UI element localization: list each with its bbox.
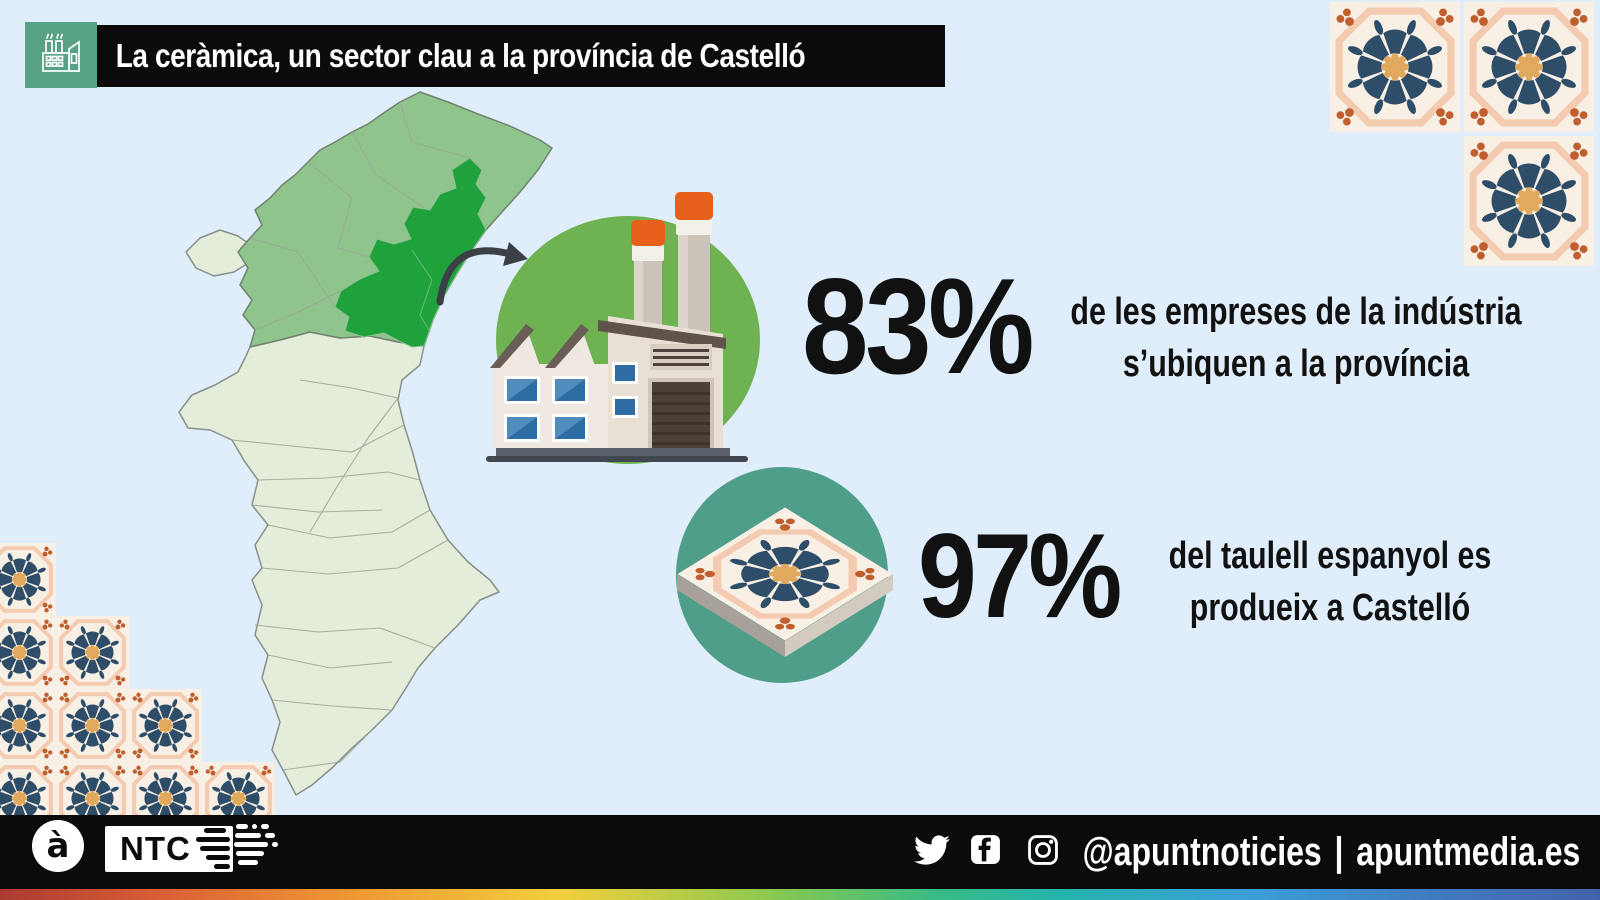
decorative-tile (0, 616, 56, 689)
social-handle: @apuntnoticies (1082, 830, 1322, 874)
decorative-tile (1330, 2, 1460, 132)
stat-83-line1: de les empreses de la indústria (1070, 291, 1522, 333)
factory-windows (504, 362, 638, 442)
stat-97-line2: produeix a Castelló (1189, 587, 1471, 630)
factory-building (486, 316, 748, 462)
website-link: apuntmedia.es (1355, 830, 1580, 874)
decorative-tile (56, 689, 129, 762)
map-comarca-borders (231, 101, 471, 771)
footer-text: @apuntnoticies | apuntmedia.es (1082, 830, 1580, 875)
apunt-logo: à (32, 820, 84, 872)
decorative-tile (1464, 2, 1594, 132)
map-region-highlight (334, 157, 487, 348)
factory-icon (42, 33, 80, 72)
stat-97-line1: del taulell espanyol es (1168, 535, 1492, 577)
map-region-castello (237, 91, 553, 348)
stat-83-text: de les empreses de la indústria s’ubique… (1040, 286, 1552, 390)
apunt-logo-letter: à (46, 826, 70, 866)
map-highlight-inner-border (411, 249, 433, 333)
twitter-icon (914, 835, 950, 865)
facebook-icon (971, 835, 1000, 864)
map-region-south (178, 331, 500, 796)
tiles-bottom-left (0, 543, 275, 835)
rainbow-strip (0, 889, 1600, 900)
valencia-map (178, 91, 553, 796)
instagram-icon (1028, 835, 1058, 865)
decorative-tile (0, 689, 56, 762)
stat-97-text: del taulell espanyol es produeix a Caste… (1074, 530, 1586, 634)
header-icon-box (25, 22, 97, 88)
footer-separator: | (1334, 830, 1344, 874)
factory-vent (650, 344, 712, 370)
page-title: La ceràmica, un sector clau a la provínc… (115, 37, 806, 74)
stat-97-value: 97% (918, 509, 1122, 643)
stat-83-value: 83% (802, 250, 1035, 402)
decorative-tile (56, 616, 129, 689)
factory-illustration (486, 192, 760, 464)
header-title-bar: La ceràmica, un sector clau a la provínc… (97, 25, 945, 87)
speed-lines-icon (196, 824, 278, 869)
decorative-tile (0, 543, 56, 616)
chimney-right (675, 192, 713, 336)
decorative-tile (1464, 136, 1594, 266)
stat-83-line2: s’ubiquen a la província (1122, 343, 1470, 386)
tile-side-left (677, 574, 785, 657)
map-arrow (436, 242, 528, 306)
decorative-tile (129, 689, 202, 762)
ntc-logo: NTC (105, 826, 233, 872)
ceramic-tile-illustration (676, 467, 893, 683)
tile-side-right (785, 574, 893, 657)
factory-garage-door (648, 378, 714, 450)
ntc-logo-label: NTC (120, 830, 191, 867)
